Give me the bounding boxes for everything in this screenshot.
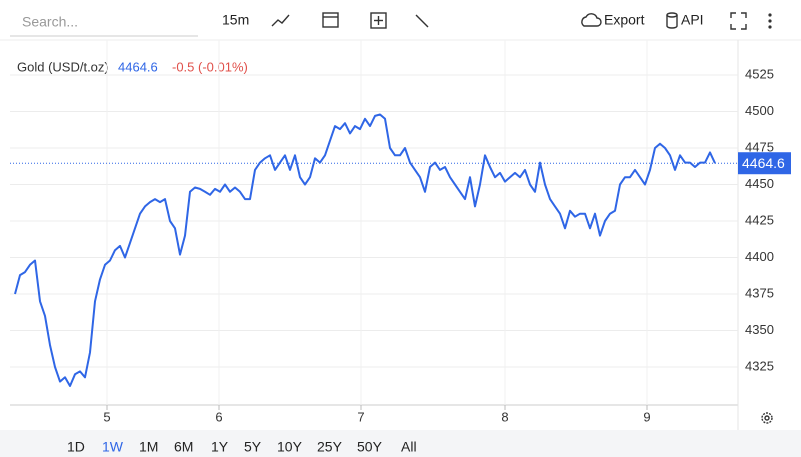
last-price-tag: [738, 152, 791, 175]
range-button[interactable]: 50Y: [357, 439, 383, 455]
chart-type-icon[interactable]: [271, 14, 290, 27]
legend-name: Gold (USD/t.oz): [17, 59, 109, 74]
range-button[interactable]: 10Y: [277, 439, 303, 455]
calendar-icon[interactable]: [322, 12, 339, 28]
api-icon[interactable]: [666, 12, 678, 29]
range-button[interactable]: All: [401, 439, 417, 455]
y-tick-label: 4400: [745, 249, 774, 264]
y-tick-label: 4525: [745, 66, 774, 81]
x-tick-label: 7: [357, 409, 364, 424]
settings-icon[interactable]: [761, 412, 773, 424]
y-tick-label: 4450: [745, 176, 774, 191]
export-button[interactable]: Export: [604, 12, 645, 28]
add-icon[interactable]: [370, 12, 387, 29]
legend-value: 4464.6: [118, 59, 158, 74]
tools-icon[interactable]: [415, 14, 429, 28]
interval-button[interactable]: 15m: [222, 12, 249, 28]
range-button[interactable]: 5Y: [244, 439, 262, 455]
x-tick-label: 9: [643, 409, 650, 424]
legend-change: -0.5 (-0.01%): [172, 59, 248, 74]
last-price-label: 4464.6: [742, 155, 785, 171]
range-button[interactable]: 25Y: [317, 439, 343, 455]
range-button[interactable]: 6M: [174, 439, 193, 455]
y-tick-label: 4500: [745, 103, 774, 118]
x-tick-label: 8: [501, 409, 508, 424]
y-tick-label: 4375: [745, 285, 774, 300]
range-bar: [0, 430, 801, 457]
price-line: [14, 113, 716, 387]
export-icon[interactable]: [581, 13, 602, 27]
y-tick-label: 4325: [745, 358, 774, 373]
y-tick-label: 4475: [745, 139, 774, 154]
y-tick-label: 4425: [745, 212, 774, 227]
fullscreen-icon[interactable]: [730, 12, 747, 30]
search-input[interactable]: Search...: [22, 14, 78, 30]
range-button[interactable]: 1Y: [211, 439, 229, 455]
api-button[interactable]: API: [681, 12, 704, 28]
range-button[interactable]: 1D: [67, 439, 85, 455]
x-tick-label: 5: [103, 409, 110, 424]
y-tick-label: 4350: [745, 322, 774, 337]
range-button[interactable]: 1W: [102, 439, 124, 455]
x-tick-label: 6: [215, 409, 222, 424]
menu-icon[interactable]: [768, 13, 772, 29]
range-button[interactable]: 1M: [139, 439, 158, 455]
